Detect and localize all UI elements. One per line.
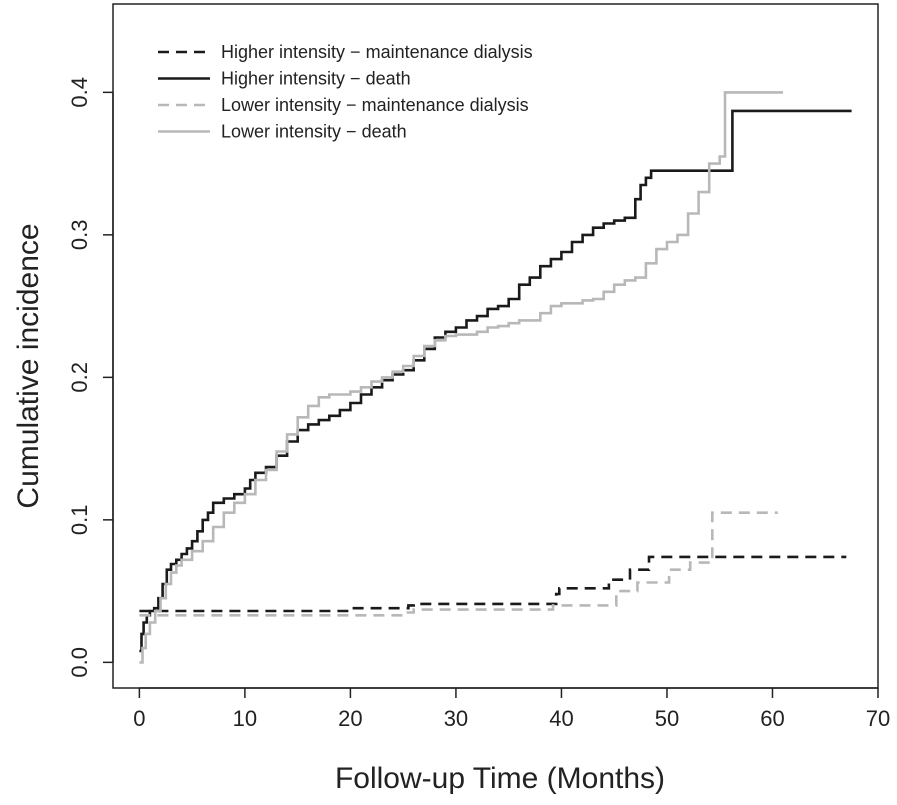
x-tick-label: 40 <box>549 706 573 731</box>
series-line-1 <box>139 109 852 653</box>
legend-label: Higher intensity − maintenance dialysis <box>221 42 533 62</box>
series-layer <box>139 91 852 664</box>
y-tick-label: 0.1 <box>67 505 92 536</box>
x-tick-label: 10 <box>233 706 257 731</box>
series-line-0 <box>139 555 847 613</box>
x-tick-label: 60 <box>760 706 784 731</box>
x-tick-label: 0 <box>133 706 145 731</box>
y-tick-label: 0.3 <box>67 220 92 251</box>
legend-label: Lower intensity − maintenance dialysis <box>221 95 529 115</box>
legend: Higher intensity − maintenance dialysis H… <box>158 42 533 142</box>
x-tick-label: 50 <box>655 706 679 731</box>
x-tick-label: 20 <box>338 706 362 731</box>
x-axis-title: Follow-up Time (Months) <box>335 762 665 795</box>
y-tick-label: 0.0 <box>67 647 92 678</box>
y-axis-title: Cumulative incidence <box>12 223 45 508</box>
y-tick-label: 0.4 <box>67 77 92 108</box>
x-tick-label: 70 <box>866 706 890 731</box>
legend-label: Lower intensity − death <box>221 122 407 142</box>
series-line-3 <box>139 91 783 664</box>
series-line-2 <box>139 511 778 617</box>
legend-label: Higher intensity − death <box>221 69 411 89</box>
y-tick-label: 0.2 <box>67 362 92 393</box>
x-tick-label: 30 <box>444 706 468 731</box>
axes: 0 10 20 30 40 50 60 70 0.0 0.1 0.2 0.3 0.4 <box>67 77 890 731</box>
